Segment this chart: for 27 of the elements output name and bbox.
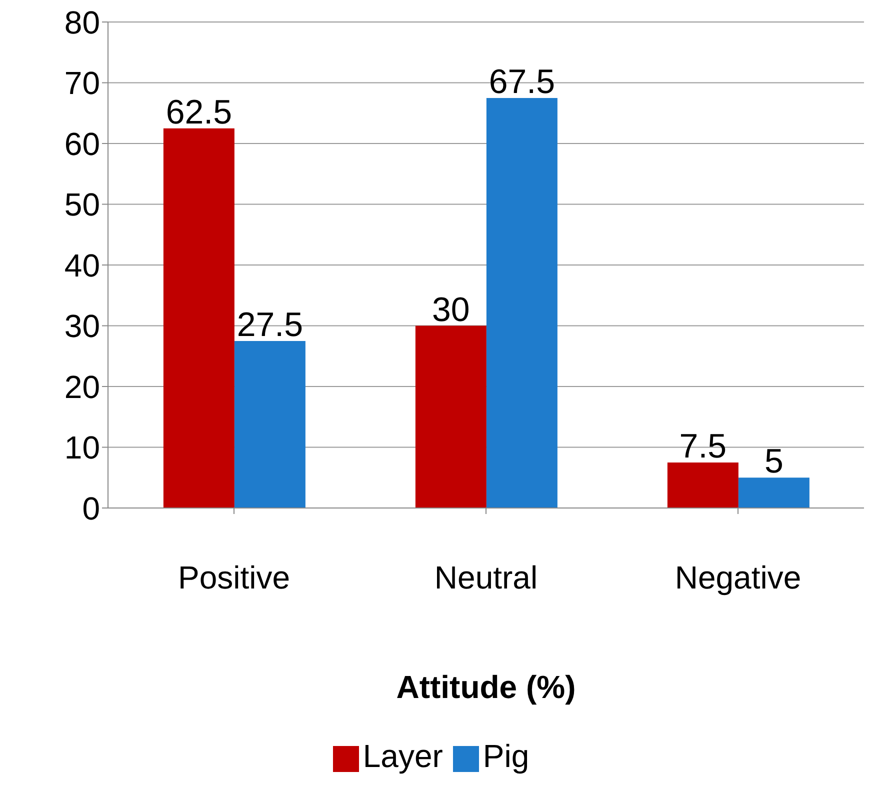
data-label: 27.5 — [236, 306, 304, 344]
x-tick-label: Neutral — [434, 560, 538, 596]
y-tick-label: 70 — [64, 65, 100, 102]
x-axis-title: Attitude (%) — [396, 669, 576, 705]
bar — [234, 340, 306, 508]
x-tick-label: Positive — [178, 560, 290, 596]
bar — [415, 326, 486, 508]
data-label: 7.5 — [679, 427, 727, 466]
data-label: 62.5 — [166, 93, 232, 132]
y-tick-label: 80 — [64, 4, 100, 40]
y-tick-label: 20 — [64, 368, 100, 405]
y-tick-label: 10 — [64, 430, 100, 466]
y-tick-label: 50 — [64, 186, 100, 223]
bar — [486, 98, 558, 508]
bar — [163, 128, 234, 508]
legend-label: Pig — [482, 738, 530, 774]
data-label: 67.5 — [488, 62, 556, 101]
y-tick-label: 30 — [64, 308, 100, 344]
y-tick-label: 0 — [82, 490, 100, 526]
bar — [738, 478, 810, 508]
x-tick-label: Negative — [674, 560, 802, 596]
y-tick-label: 60 — [64, 126, 100, 162]
y-tick-label: 40 — [64, 247, 100, 284]
legend-label: Layer — [362, 738, 443, 774]
data-label: 5 — [764, 442, 784, 481]
data-label: 30 — [432, 290, 470, 329]
bar — [667, 462, 738, 508]
